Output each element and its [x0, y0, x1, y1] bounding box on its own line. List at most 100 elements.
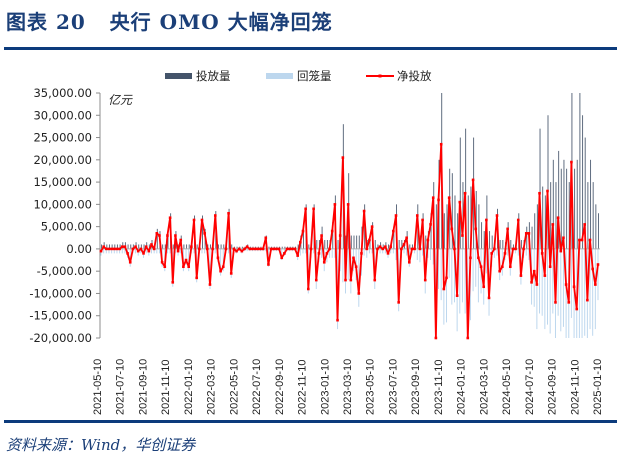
net-injection-point	[546, 189, 549, 193]
y-tick-label: 30,000.00	[33, 108, 92, 122]
net-injection-point	[198, 247, 201, 251]
net-injection-point	[490, 252, 493, 255]
net-injection-point	[168, 216, 172, 220]
net-injection-point	[147, 249, 151, 253]
x-tick-label: 2021-05-10	[92, 359, 104, 415]
net-injection-point	[376, 247, 379, 251]
net-injection-point	[554, 301, 557, 304]
net-injection-point	[458, 200, 462, 204]
net-injection-point	[269, 247, 273, 251]
net-injection-point	[322, 260, 326, 264]
x-tick-label: 2021-09-10	[137, 359, 149, 415]
net-injection-point	[144, 245, 148, 248]
net-injection-point	[299, 240, 302, 244]
x-tick-label: 2024-07-10	[524, 359, 536, 415]
x-tick-label: 2024-03-10	[478, 359, 490, 415]
y-tick-label: 0.00	[66, 242, 92, 256]
net-injection-point	[461, 234, 464, 237]
net-injection-point	[445, 276, 448, 280]
net-injection-point	[304, 207, 307, 211]
net-injection-point	[357, 292, 361, 295]
net-injection-point	[583, 223, 587, 226]
net-injection-point	[421, 218, 424, 222]
net-injection-point	[530, 281, 533, 284]
x-tick-label: 2023-09-10	[410, 359, 422, 415]
net-injection-point	[296, 254, 299, 257]
net-injection-point	[400, 247, 403, 251]
net-injection-point	[248, 247, 252, 251]
net-injection-point	[288, 247, 292, 251]
net-injection-point	[126, 252, 129, 255]
net-injection-point	[176, 249, 180, 253]
y-axis-unit: 亿元	[108, 93, 133, 107]
net-injection-point	[524, 232, 528, 235]
net-injection-point	[163, 265, 167, 269]
net-injection-point	[381, 247, 385, 251]
net-injection-point	[352, 256, 355, 260]
net-injection-point	[171, 281, 175, 284]
net-injection-point	[551, 223, 555, 226]
net-injection-point	[429, 223, 432, 226]
x-tick-label: 2021-07-10	[115, 359, 127, 415]
net-injection-point	[386, 252, 390, 255]
net-injection-point	[293, 247, 297, 251]
net-injection-point	[206, 247, 209, 251]
net-injection-point	[354, 265, 358, 269]
net-injection-point	[179, 238, 183, 242]
net-injection-point	[325, 252, 329, 255]
net-injection-point	[567, 301, 571, 304]
net-injection-point	[309, 247, 313, 251]
net-injection-point	[192, 218, 196, 222]
net-injection-point	[139, 247, 143, 251]
net-injection-line	[100, 143, 599, 339]
net-injection-point	[384, 245, 387, 248]
net-injection-point	[508, 265, 512, 269]
net-injection-point	[184, 258, 188, 262]
net-injection-point	[227, 211, 230, 215]
net-injection-point	[439, 142, 443, 146]
net-injection-point	[216, 256, 220, 260]
x-tick-label: 2022-11-10	[297, 360, 309, 415]
net-injection-point	[344, 278, 347, 282]
y-tick-label: -5,000.00	[37, 264, 92, 278]
net-injection-point	[142, 252, 145, 255]
net-injection-point	[498, 269, 501, 273]
net-injection-point	[474, 227, 478, 231]
net-injection-point	[291, 247, 294, 251]
net-injection-point	[487, 296, 491, 300]
net-injection-point	[105, 247, 108, 251]
net-injection-point	[280, 256, 284, 260]
y-tick-label: 25,000.00	[33, 131, 92, 145]
net-injection-point	[389, 245, 392, 248]
net-injection-point	[580, 238, 584, 242]
x-tick-label: 2024-05-10	[501, 359, 513, 415]
x-tick-label: 2023-01-10	[319, 359, 331, 415]
net-injection-point	[591, 267, 594, 271]
y-tick-label: 15,000.00	[33, 175, 92, 189]
x-tick-label: 2022-05-10	[228, 359, 240, 415]
net-injection-point	[455, 294, 459, 297]
net-injection-point	[485, 218, 488, 222]
net-injection-point	[235, 249, 238, 253]
net-injection-point	[410, 247, 414, 251]
title-divider	[4, 47, 617, 50]
net-injection-point	[503, 252, 507, 255]
net-injection-point	[477, 256, 480, 260]
net-injection-point	[128, 260, 132, 264]
y-tick-label: 35,000.00	[33, 86, 92, 100]
net-injection-point	[267, 263, 270, 266]
net-injection-point	[594, 283, 597, 286]
x-tick-label: 2022-01-10	[183, 359, 195, 415]
net-injection-point	[115, 247, 119, 251]
x-tick-label: 2022-09-10	[274, 359, 286, 415]
net-injection-point	[120, 245, 124, 248]
figure-title: 图表 20 央行 OMO 大幅净回笼	[6, 10, 333, 34]
net-injection-point	[259, 247, 262, 251]
net-injection-point	[307, 287, 310, 291]
x-tick-label: 2024-11-10	[569, 360, 581, 415]
net-injection-point	[516, 218, 520, 222]
net-injection-point	[495, 214, 499, 217]
net-injection-point	[447, 196, 451, 199]
legend-swatch	[165, 73, 192, 79]
